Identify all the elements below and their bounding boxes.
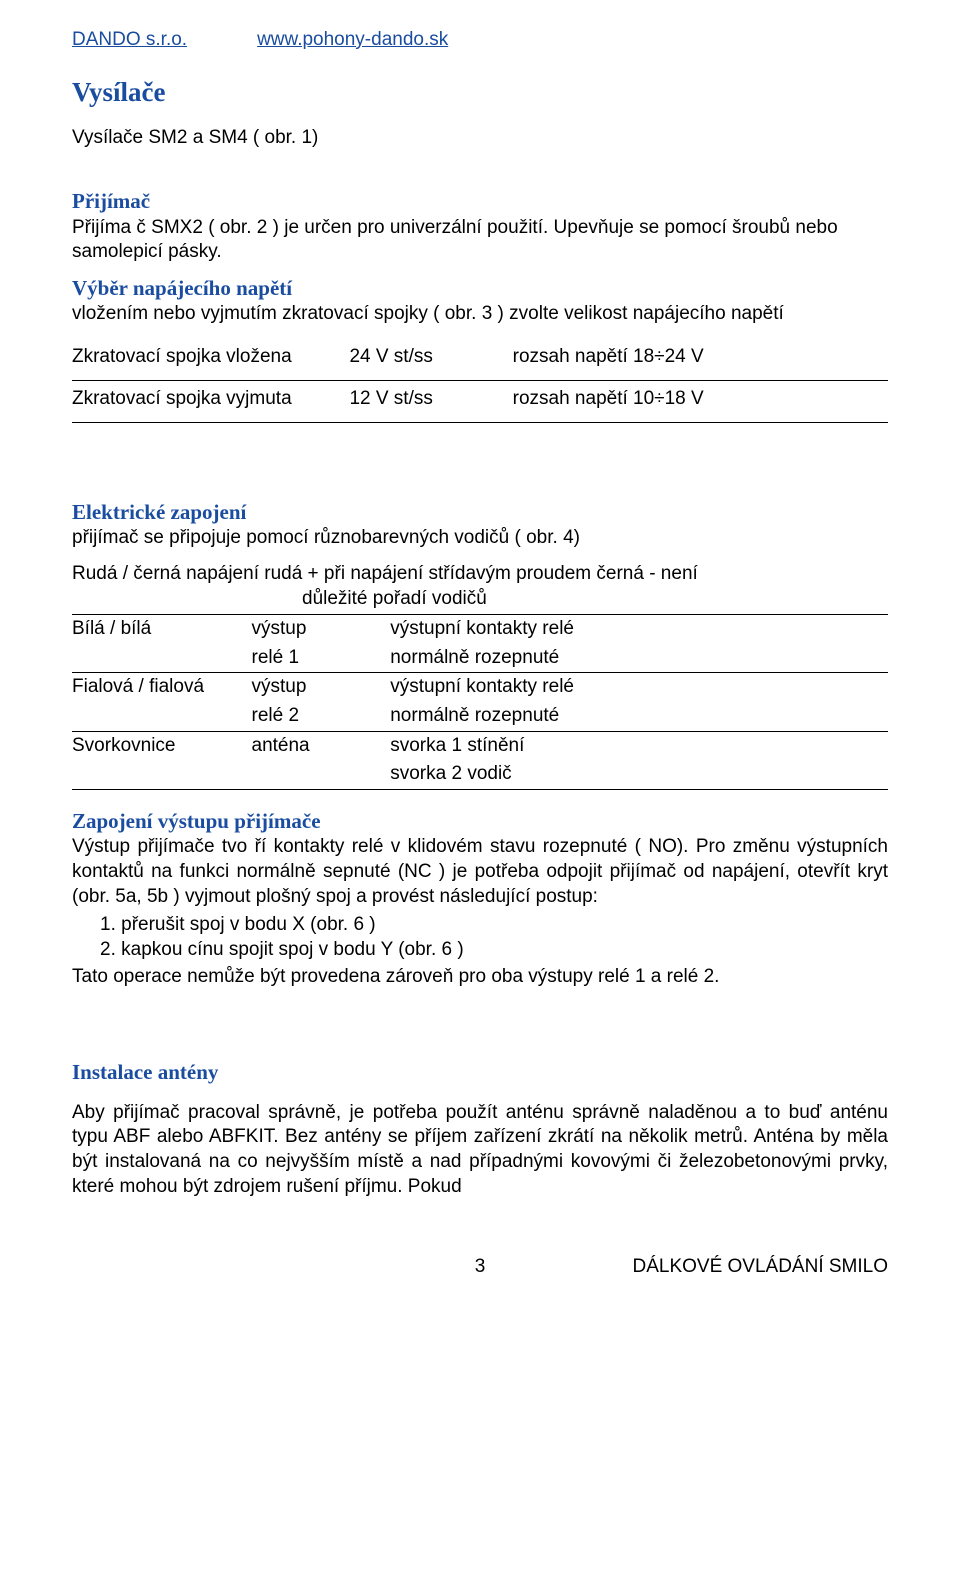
footer-title: DÁLKOVÉ OVLÁDÁNÍ SMILO [485, 1255, 888, 1280]
cell: 24 V st/ss [349, 339, 512, 380]
cell: normálně rozepnuté [390, 702, 888, 731]
table-row: Svorkovnice anténa svorka 1 stínění [72, 731, 888, 760]
cell: relé 2 [252, 702, 391, 731]
table-row: Zkratovací spojka vyjmuta 12 V st/ss roz… [72, 380, 888, 422]
cell: Bílá / bílá [72, 614, 252, 643]
list-item: 1. přerušit spoj v bodu X (obr. 6 ) [100, 913, 888, 938]
page-footer: 3 DÁLKOVÉ OVLÁDÁNÍ SMILO [72, 1255, 888, 1280]
cell [252, 760, 391, 789]
cell: Fialová / fialová [72, 673, 252, 702]
cell: svorka 1 stínění [390, 731, 888, 760]
zapojeni-p2: Tato operace nemůže být provedena zárove… [72, 965, 888, 990]
cell: Zkratovací spojka vyjmuta [72, 380, 349, 422]
section-vysilace-title: Vysílače [72, 75, 888, 110]
cell [72, 760, 252, 789]
cell: výstup [252, 673, 391, 702]
company-url[interactable]: www.pohony-dando.sk [257, 28, 448, 53]
cell: Svorkovnice [72, 731, 252, 760]
section-vyber-napeti-title: Výběr napájecího napětí [72, 275, 888, 302]
table-row: relé 1 normálně rozepnuté [72, 644, 888, 673]
table-row: Zkratovací spojka vložena 24 V st/ss roz… [72, 339, 888, 380]
cell: relé 1 [252, 644, 391, 673]
cell: Zkratovací spojka vložena [72, 339, 349, 380]
cell: výstup [252, 614, 391, 643]
cell: anténa [252, 731, 391, 760]
table-row: Fialová / fialová výstup výstupní kontak… [72, 673, 888, 702]
instalace-anteny-text: Aby přijímač pracoval správně, je potřeb… [72, 1101, 888, 1200]
section-zapojeni-vystupu-title: Zapojení výstupu přijímače [72, 808, 888, 835]
cell: svorka 2 vodič [390, 760, 888, 789]
steps-list: 1. přerušit spoj v bodu X (obr. 6 ) 2. k… [72, 913, 888, 962]
page-number: 3 [475, 1255, 486, 1280]
voltage-table: Zkratovací spojka vložena 24 V st/ss roz… [72, 339, 888, 422]
cell: výstupní kontakty relé [390, 673, 888, 702]
vyber-napeti-intro: vložením nebo vyjmutím zkratovací spojky… [72, 302, 888, 327]
cell: Rudá / černá napájení rudá + při napájen… [72, 556, 888, 614]
vysilace-text: Vysílače SM2 a SM4 ( obr. 1) [72, 126, 888, 151]
section-instalace-anteny-title: Instalace antény [72, 1059, 888, 1086]
section-prijimac-title: Přijímač [72, 188, 888, 215]
table-row: Bílá / bílá výstup výstupní kontakty rel… [72, 614, 888, 643]
prijimac-text: Přijíma č SMX2 ( obr. 2 ) je určen pro u… [72, 216, 888, 265]
table-row: relé 2 normálně rozepnuté [72, 702, 888, 731]
cell [72, 644, 252, 673]
table-row: svorka 2 vodič [72, 760, 888, 789]
cell: výstupní kontakty relé [390, 614, 888, 643]
cell: rozsah napětí 10÷18 V [513, 380, 888, 422]
wiring-table: Rudá / černá napájení rudá + při napájen… [72, 556, 888, 790]
list-item: 2. kapkou cínu spojit spoj v bodu Y (obr… [100, 938, 888, 963]
section-elektricke-title: Elektrické zapojení [72, 499, 888, 526]
zapojeni-p1: Výstup přijímače tvo ří kontakty relé v … [72, 835, 888, 909]
cell: normálně rozepnuté [390, 644, 888, 673]
cell: rozsah napětí 18÷24 V [513, 339, 888, 380]
company-name: DANDO s.r.o. [72, 28, 187, 53]
elektricke-intro: přijímač se připojuje pomocí různobarevn… [72, 526, 888, 551]
cell [72, 702, 252, 731]
header: DANDO s.r.o. www.pohony-dando.sk [72, 28, 888, 53]
cell: 12 V st/ss [349, 380, 512, 422]
table-row: Rudá / černá napájení rudá + při napájen… [72, 556, 888, 614]
